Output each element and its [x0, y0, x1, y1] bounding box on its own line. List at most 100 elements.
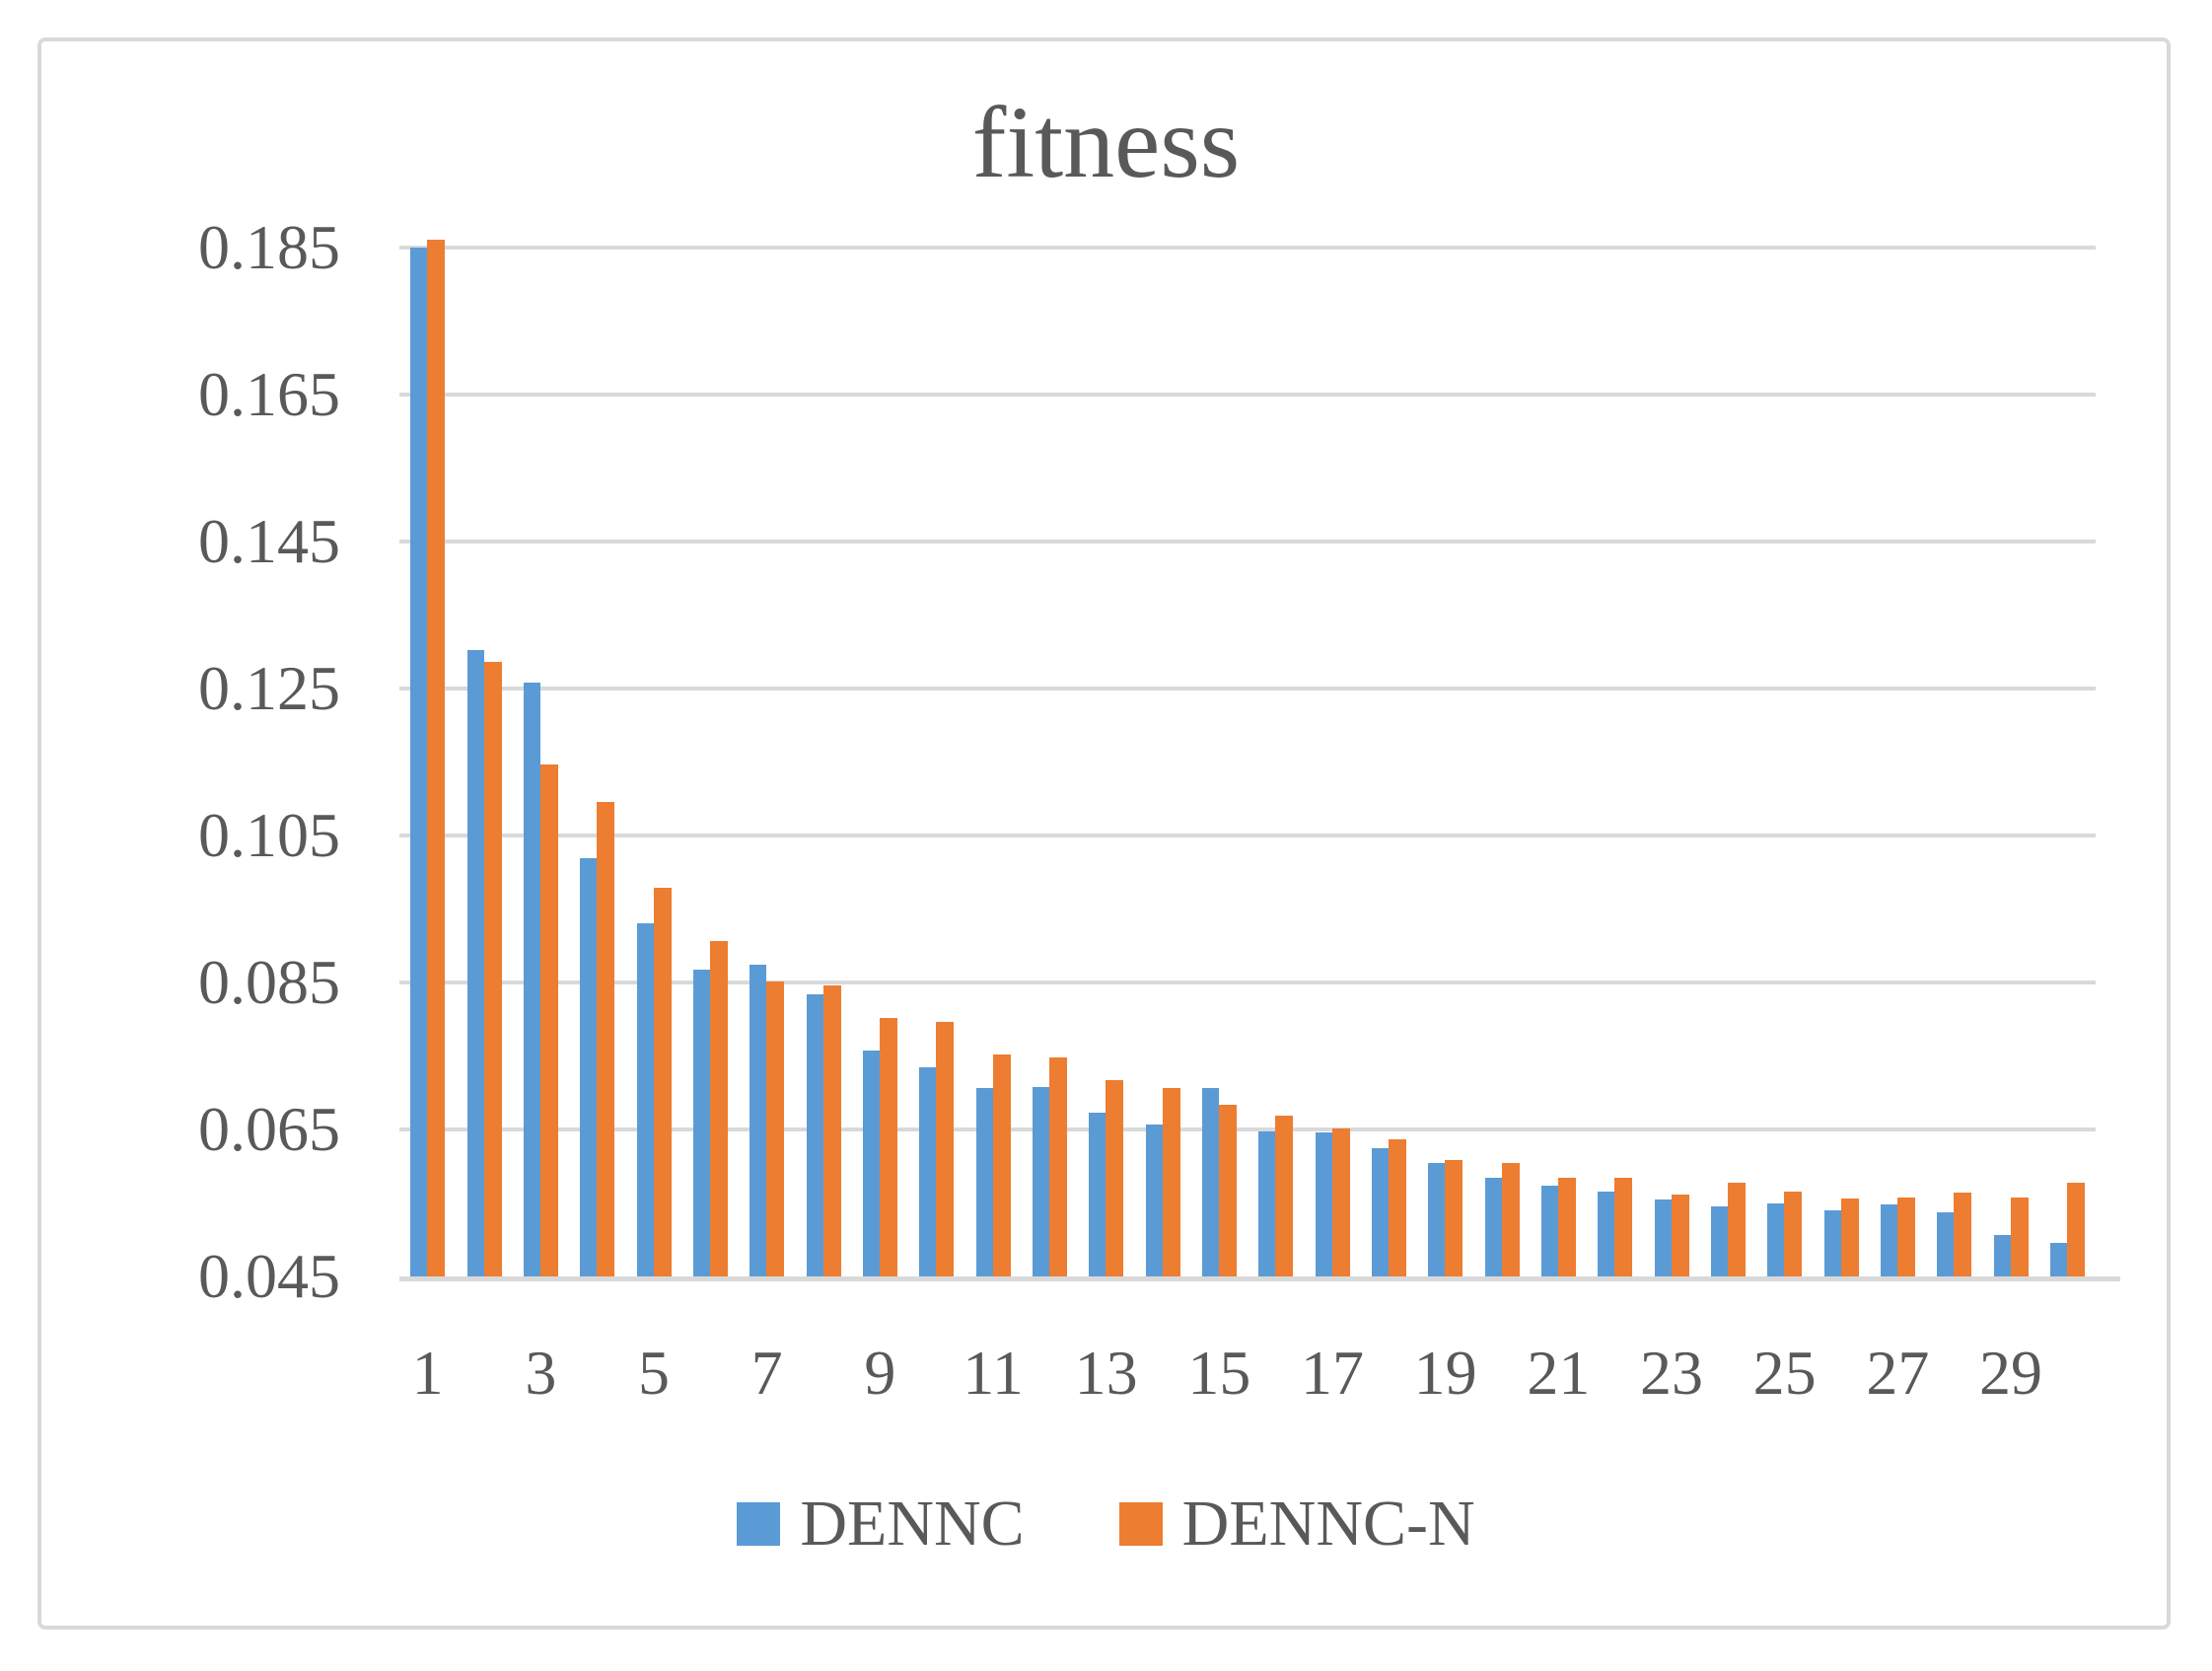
x-axis-label: 11 — [963, 1338, 1024, 1408]
bar-dennc — [1710, 1206, 1728, 1276]
legend: DENNC DENNC-N — [0, 1491, 2212, 1557]
bar-dennc-n — [1048, 1056, 1067, 1276]
x-axis-line — [399, 1276, 2120, 1281]
bar-dennc-n — [1671, 1195, 1689, 1276]
bar-dennc-n — [992, 1054, 1011, 1276]
bar-dennc — [1484, 1178, 1502, 1276]
gridline — [399, 246, 2096, 250]
bar-dennc — [1823, 1209, 1841, 1276]
gridline — [399, 834, 2096, 837]
bar-dennc — [1258, 1131, 1276, 1276]
bar-dennc-n — [653, 887, 672, 1276]
x-axis-label: 13 — [1074, 1338, 1138, 1408]
bar-dennc — [1937, 1212, 1955, 1276]
legend-label-dennc-n: DENNC-N — [1181, 1488, 1475, 1560]
bar-dennc-n — [879, 1017, 897, 1276]
y-axis-label: 0.105 — [198, 800, 340, 870]
bar-dennc-n — [936, 1022, 955, 1276]
bar-dennc-n — [1727, 1182, 1746, 1276]
bar-dennc — [580, 858, 598, 1276]
bar-dennc-n — [1896, 1197, 1915, 1276]
bar-dennc — [1201, 1088, 1219, 1276]
bar-dennc — [1371, 1148, 1389, 1276]
bar-dennc — [806, 993, 823, 1276]
bar-dennc-n — [1445, 1159, 1463, 1276]
bar-dennc — [1428, 1163, 1446, 1276]
y-axis-label: 0.045 — [198, 1241, 340, 1311]
gridline — [399, 393, 2096, 397]
y-axis-label: 0.085 — [198, 947, 340, 1017]
bar-dennc — [975, 1087, 993, 1276]
x-axis-label: 23 — [1640, 1338, 1703, 1408]
bar-dennc — [1767, 1202, 1785, 1276]
x-axis-label: 1 — [411, 1338, 444, 1408]
bar-dennc-n — [766, 981, 785, 1276]
bar-dennc — [1032, 1086, 1049, 1276]
gridline — [399, 687, 2096, 690]
bar-dennc-n — [1388, 1138, 1406, 1276]
bar-dennc — [1993, 1234, 2011, 1276]
bar-dennc-n — [597, 802, 615, 1276]
bar-dennc-n — [1162, 1088, 1180, 1276]
x-axis-label: 9 — [864, 1338, 896, 1408]
x-axis-label: 15 — [1187, 1338, 1251, 1408]
bar-dennc-n — [1106, 1080, 1124, 1276]
bar-dennc — [862, 1051, 880, 1276]
x-axis-label: 25 — [1752, 1338, 1817, 1408]
x-axis-label: 29 — [1979, 1338, 2042, 1408]
bar-dennc-n — [427, 239, 446, 1276]
x-axis-label: 5 — [638, 1338, 670, 1408]
bar-dennc — [1654, 1199, 1672, 1276]
bar-dennc — [1598, 1191, 1615, 1276]
bar-dennc — [749, 965, 767, 1276]
bar-dennc-n — [2066, 1182, 2085, 1276]
bar-dennc — [636, 923, 654, 1276]
gridline — [399, 1127, 2096, 1131]
x-axis-label: 19 — [1413, 1338, 1477, 1408]
bar-dennc — [1540, 1186, 1558, 1276]
y-axis-label: 0.125 — [198, 653, 340, 723]
bar-dennc-n — [1501, 1163, 1520, 1276]
y-axis-label: 0.145 — [198, 506, 340, 576]
x-axis-label: 21 — [1527, 1338, 1591, 1408]
legend-item-dennc-n: DENNC-N — [1118, 1488, 1475, 1560]
x-axis-label: 27 — [1866, 1338, 1930, 1408]
bar-dennc-n — [1557, 1178, 1576, 1276]
bar-dennc — [410, 248, 428, 1276]
bar-dennc — [692, 969, 710, 1276]
gridline — [399, 981, 2096, 984]
bar-dennc-n — [483, 662, 502, 1276]
y-axis-label: 0.185 — [198, 212, 340, 282]
bar-dennc-n — [1614, 1178, 1633, 1276]
legend-swatch-dennc-n — [1118, 1502, 1163, 1546]
bar-dennc — [1315, 1131, 1332, 1276]
bar-dennc — [2049, 1243, 2067, 1276]
x-axis-label: 3 — [525, 1338, 557, 1408]
bar-dennc — [919, 1067, 937, 1276]
bar-dennc-n — [709, 941, 728, 1276]
bar-dennc — [466, 649, 484, 1276]
bar-dennc — [1145, 1124, 1163, 1276]
y-axis-label: 0.165 — [198, 359, 340, 429]
legend-swatch-dennc — [737, 1502, 781, 1546]
bar-dennc-n — [822, 984, 841, 1276]
chart-title: fitness — [971, 86, 1241, 199]
bar-dennc-n — [539, 763, 558, 1276]
bar-dennc-n — [2010, 1198, 2029, 1276]
bar-dennc — [1089, 1112, 1106, 1276]
x-axis-label: 17 — [1301, 1338, 1364, 1408]
bar-dennc-n — [1275, 1115, 1294, 1276]
legend-item-dennc: DENNC — [737, 1488, 1025, 1560]
gridline — [399, 540, 2096, 544]
legend-label-dennc: DENNC — [800, 1488, 1025, 1560]
bar-dennc-n — [1218, 1104, 1237, 1276]
bar-dennc-n — [1840, 1199, 1859, 1276]
bar-dennc — [1880, 1203, 1897, 1276]
bar-dennc-n — [1331, 1127, 1350, 1276]
bar-dennc-n — [1784, 1191, 1803, 1276]
y-axis-label: 0.065 — [198, 1094, 340, 1164]
x-axis-label: 7 — [750, 1338, 783, 1408]
bar-dennc — [523, 683, 540, 1276]
bar-dennc-n — [1954, 1193, 1972, 1276]
